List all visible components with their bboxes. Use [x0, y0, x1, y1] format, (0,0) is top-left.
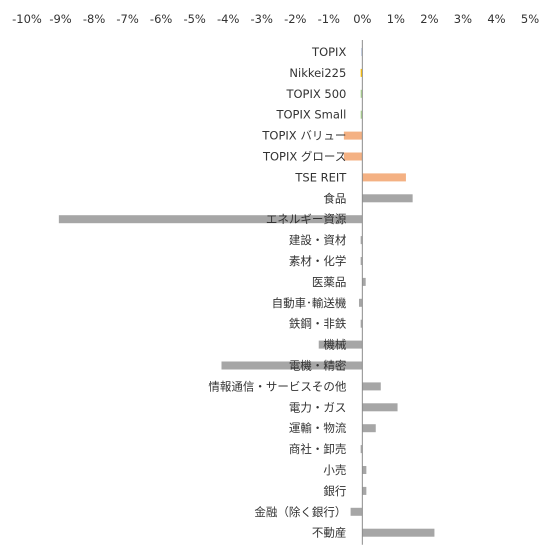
x-tick-label: 4% [487, 12, 505, 26]
x-tick-label: -6% [150, 12, 172, 26]
bar [362, 528, 435, 537]
category-label: 情報通信・サービスその他 [208, 379, 346, 393]
bar [343, 152, 363, 161]
category-label: 鉄鋼・非鉄 [289, 317, 347, 331]
bar [318, 340, 363, 349]
x-axis-tick-labels: -10% -9% -8% -7% -6% -5% -4% -3% -2% -1% 0% 1% 2% 3% 4… [12, 12, 539, 26]
bar [362, 277, 366, 286]
category-label: 小売 [323, 463, 346, 477]
category-label: 電力・ガス [289, 400, 347, 414]
x-tick-label: -2% [284, 12, 306, 26]
category-label: 商社・卸売 [289, 442, 347, 456]
bar [362, 424, 376, 433]
x-tick-label: 0% [353, 12, 371, 26]
bar [360, 68, 363, 77]
bar [362, 382, 381, 391]
category-label: 金融（除く銀行） [254, 505, 346, 519]
x-tick-label: 1% [387, 12, 405, 26]
x-tick-label: -3% [251, 12, 273, 26]
bar [362, 403, 398, 412]
x-tick-label: -7% [116, 12, 138, 26]
category-label: 医薬品 [312, 275, 347, 289]
x-tick-label: -10% [12, 12, 42, 26]
bar [360, 257, 363, 265]
x-tick-label: -1% [318, 12, 340, 26]
x-tick-label: -5% [183, 12, 205, 26]
category-label: TOPIX [311, 45, 346, 59]
bar-series [58, 48, 435, 537]
bar [360, 445, 363, 454]
category-labels: TOPIX Nikkei225 TOPIX 500 TOPIX Small TOPIX … [208, 45, 347, 540]
bar [343, 131, 363, 140]
x-tick-label: 2% [420, 12, 438, 26]
bar [221, 361, 363, 370]
x-tick-label: -8% [83, 12, 105, 26]
category-label: TOPIX 500 [285, 87, 346, 101]
bar [360, 236, 363, 245]
bar [360, 110, 363, 119]
category-label: 食品 [323, 191, 346, 205]
category-label: Nikkei225 [289, 66, 346, 80]
category-label: 運輸・物流 [289, 421, 347, 435]
x-tick-label: 5% [521, 12, 539, 26]
category-label: TOPIX バリュー [261, 129, 346, 143]
category-label: 素材・化学 [289, 254, 347, 268]
category-label: 不動産 [312, 526, 347, 540]
category-label: TSE REIT [294, 170, 347, 184]
x-tick-label: -4% [217, 12, 239, 26]
category-label: TOPIX Small [275, 108, 346, 122]
bar [358, 298, 363, 307]
bar [362, 173, 406, 182]
bar [362, 466, 367, 474]
bar [350, 507, 363, 516]
bar [362, 194, 413, 203]
x-tick-label: -9% [49, 12, 71, 26]
category-label: 電機・精密 [289, 359, 347, 373]
category-label: エネルギー資源 [266, 212, 347, 226]
x-tick-label: 3% [454, 12, 472, 26]
bar [362, 486, 367, 495]
bar [360, 319, 363, 328]
category-label: 自動車･輸送機 [272, 296, 347, 310]
category-label: 機械 [323, 338, 346, 352]
category-label: 建設・資材 [289, 233, 347, 247]
category-label: 銀行 [323, 484, 346, 498]
category-label: TOPIX グロース [262, 150, 346, 164]
bar [360, 89, 363, 98]
bar [58, 215, 363, 224]
